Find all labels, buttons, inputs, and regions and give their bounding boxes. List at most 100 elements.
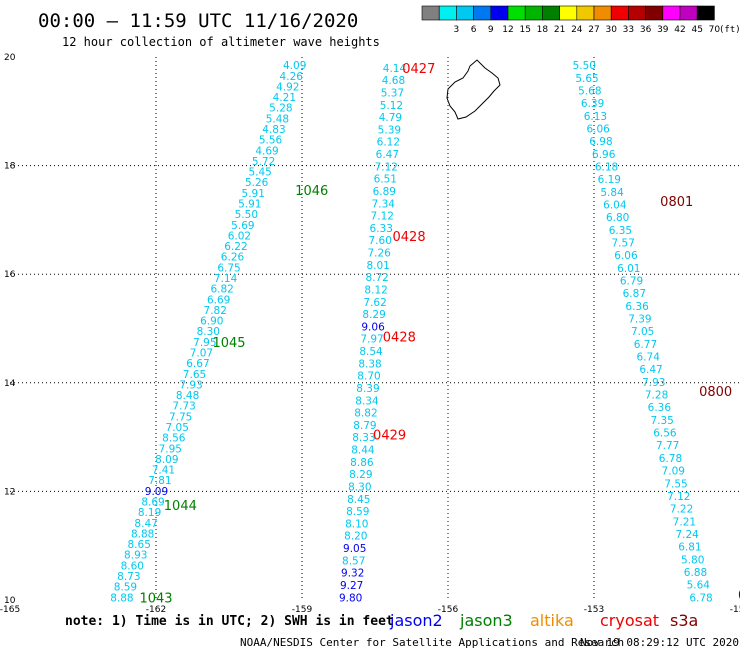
- wave-height-value: 8.69: [141, 496, 164, 508]
- wave-height-value: 5.68: [578, 85, 601, 97]
- x-tick-label: -165: [0, 605, 20, 615]
- wave-height-value: 7.95: [193, 337, 216, 349]
- wave-height-value: 5.56: [259, 135, 283, 147]
- wave-height-value: 4.79: [379, 112, 402, 124]
- wave-height-value: 8.39: [356, 383, 379, 395]
- y-tick-label: 16: [4, 270, 16, 280]
- wave-height-value: 6.89: [373, 186, 396, 198]
- wave-height-value: 7.09: [662, 466, 685, 478]
- wave-height-value: 6.90: [200, 316, 223, 328]
- wave-height-value: 7.60: [369, 235, 392, 247]
- wave-height-value: 6.18: [595, 162, 618, 174]
- wave-height-value: 6.87: [623, 288, 646, 300]
- axis-ticks: -165 -162 -159 -156 -153 -150 10 12 14 16 18 20: [0, 53, 740, 615]
- wave-height-value: 6.51: [374, 174, 397, 186]
- wave-height-value: 8.79: [353, 420, 376, 432]
- y-tick-label: 10: [4, 596, 16, 606]
- wave-height-value: 6.78: [689, 592, 712, 604]
- wave-height-value: 9.06: [361, 321, 385, 333]
- wave-height-value: 6.74: [637, 352, 661, 364]
- wave-height-value: 6.33: [370, 223, 393, 235]
- wave-height-value: 8.93: [124, 550, 147, 562]
- wave-height-value: 6.47: [639, 364, 662, 376]
- wave-height-value: 4.14: [383, 63, 407, 75]
- color-scale-label: 18: [537, 25, 549, 35]
- wave-height-value: 9.05: [343, 543, 366, 555]
- wave-height-value: 8.82: [354, 408, 377, 420]
- wave-height-value: 5.50: [235, 209, 258, 221]
- color-scale-label: 27: [588, 25, 599, 35]
- wave-height-value: 6.12: [377, 137, 400, 149]
- color-scale-swatch: [524, 5, 543, 21]
- wave-height-value: 7.73: [172, 401, 195, 413]
- wave-height-value: 8.86: [350, 457, 374, 469]
- wave-height-value: 6.06: [614, 250, 638, 262]
- wave-height-value: 8.65: [128, 539, 151, 551]
- wave-height-value: 8.01: [366, 260, 389, 272]
- color-scale-label: 36: [640, 25, 652, 35]
- wave-height-value: 6.06: [586, 123, 610, 135]
- wave-height-value: 6.36: [625, 301, 649, 313]
- wave-height-value: 7.12: [667, 491, 690, 503]
- pass-time-label: 0428: [393, 230, 426, 245]
- wave-height-value: 9.32: [341, 568, 364, 580]
- wave-height-value: 7.05: [631, 326, 654, 338]
- wave-height-value: 7.55: [664, 478, 687, 490]
- wave-height-value: 7.22: [670, 504, 693, 516]
- pass-time-label: 0427: [402, 62, 435, 77]
- wave-height-value: 4.26: [280, 71, 304, 83]
- wave-height-value: 6.80: [606, 212, 629, 224]
- wave-height-value: 7.39: [628, 314, 651, 326]
- footer-note: note: 1) Time is in UTC; 2) SWH is in fe…: [65, 614, 394, 629]
- legend-entry: s3a: [670, 611, 698, 630]
- x-tick-label: -159: [292, 605, 313, 615]
- color-scale-swatch: [645, 5, 664, 21]
- color-scale-label: 33: [623, 25, 634, 35]
- color-scale-swatch: [628, 5, 646, 21]
- wave-height-value: 7.81: [148, 475, 171, 487]
- color-scale-label: 45: [691, 25, 702, 35]
- wave-height-value: 8.10: [345, 518, 368, 530]
- color-scale-label: 3: [454, 25, 460, 35]
- wave-height-value: 6.79: [620, 276, 643, 288]
- wave-height-value: 6.19: [598, 174, 621, 186]
- color-scale-swatch: [559, 5, 578, 21]
- wave-height-value: 7.93: [642, 377, 665, 389]
- pass-time-label: 0800: [699, 385, 732, 400]
- color-scale-swatch: [610, 5, 629, 21]
- legend-entry: cryosat: [600, 611, 659, 630]
- wave-height-value: 6.78: [659, 453, 682, 465]
- wave-height-value: 6.36: [648, 402, 672, 414]
- wave-height-value: 7.65: [183, 369, 206, 381]
- pass-time-label: 1043: [139, 591, 172, 606]
- wave-height-value: 8.54: [359, 346, 383, 358]
- wave-height-value: 8.59: [114, 582, 137, 594]
- wave-height-value: 8.70: [357, 371, 380, 383]
- wave-height-value: 8.19: [138, 507, 161, 519]
- wave-height-value: 9.09: [145, 486, 168, 498]
- color-scale-label: 30: [605, 25, 617, 35]
- y-tick-label: 20: [4, 53, 16, 63]
- color-scale-swatch: [438, 5, 457, 21]
- color-scale-swatch: [473, 5, 492, 21]
- wave-height-value: 5.28: [269, 103, 292, 115]
- wave-height-value: 8.20: [344, 531, 367, 543]
- wave-height-value: 8.12: [364, 284, 387, 296]
- wave-height-value: 4.83: [262, 124, 285, 136]
- wave-height-value: 7.12: [371, 211, 394, 223]
- wave-height-value: 8.44: [351, 445, 375, 457]
- pass-time-labels: 1046 1045 1044 1043 0427 0428 0428 0429 0801 0800…: [139, 62, 740, 606]
- wave-height-value: 7.26: [367, 248, 391, 260]
- wave-height-value: 6.04: [603, 200, 627, 212]
- color-scale-label: 6: [471, 25, 477, 35]
- wave-height-value: 7.97: [360, 334, 383, 346]
- footer-timestamp: Nov 19 08:29:12 UTC 2020: [580, 636, 739, 649]
- wave-height-value: 5.45: [248, 167, 271, 179]
- wave-height-value: 6.77: [634, 339, 657, 351]
- wave-height-value: 6.35: [609, 225, 632, 237]
- wave-height-value: 4.68: [382, 75, 405, 87]
- wave-height-value: 5.65: [575, 73, 598, 85]
- x-tick-label: -153: [584, 605, 604, 615]
- color-scale-label: 12: [502, 25, 513, 35]
- hawaii-island-outline: [446, 59, 501, 120]
